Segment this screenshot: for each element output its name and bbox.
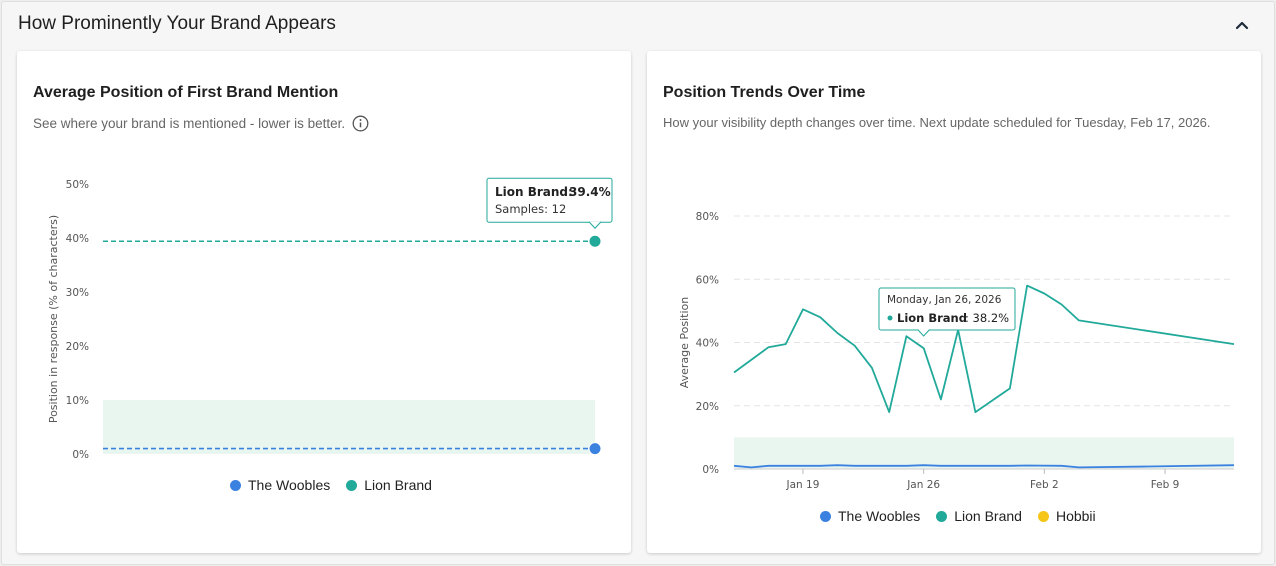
y-tick-label: 10% xyxy=(66,395,89,407)
legend-dot-woobles xyxy=(820,510,831,522)
tooltip-dot xyxy=(887,315,893,321)
trends-chart: 0% 20% 40% 60% 80% Jan 19 Jan 26 Feb 2 Feb 9 Aver… xyxy=(678,211,1235,491)
legend-item-woobles[interactable]: The Woobles xyxy=(820,508,920,524)
y-tick-label: 0% xyxy=(72,449,89,461)
tooltip: Monday, Jan 26, 2026 Lion Brand: 38.2% xyxy=(878,287,1016,337)
trends-legend: The Woobles Lion Brand Hobbii xyxy=(820,508,1096,524)
trends-title: Position Trends Over Time xyxy=(663,84,866,101)
legend-dot-lion-brand xyxy=(346,479,358,491)
x-tick-label: Jan 19 xyxy=(786,479,820,491)
data-point-lion-brand xyxy=(588,234,602,248)
avg-position-subtitle-text: See where your brand is mentioned - lowe… xyxy=(33,116,346,131)
y-axis-label: Position in response (% of characters) xyxy=(47,215,60,423)
y-axis-label: Average Position xyxy=(678,297,691,389)
tooltip-pointer xyxy=(917,329,931,337)
legend-item-woobles[interactable]: The Woobles xyxy=(230,477,330,493)
tooltip: Lion Brand:39.4%Samples: 12 xyxy=(486,177,613,229)
avg-position-legend: The Woobles Lion Brand xyxy=(230,477,432,493)
tooltip-brand: Lion Brand xyxy=(897,311,967,325)
y-tick-label: 30% xyxy=(66,287,89,299)
tooltip-brand: Lion Brand: xyxy=(495,185,573,199)
legend-label-woobles: The Woobles xyxy=(838,508,921,524)
y-tick-label: 20% xyxy=(696,401,719,413)
y-tick-label: 40% xyxy=(696,338,719,350)
legend-dot-hobbii xyxy=(1037,510,1049,522)
trends-subtitle: How your visibility depth changes over t… xyxy=(663,115,1211,130)
collapse-button[interactable] xyxy=(1230,14,1254,36)
series-line-lion-brand xyxy=(733,284,1235,414)
avg-position-chart: 0% 10% 20% 30% 40% 50% Position in response (%… xyxy=(47,177,613,461)
y-tick-label: 20% xyxy=(66,341,89,353)
legend-item-hobbii[interactable]: Hobbii xyxy=(1037,508,1096,524)
legend-label-lion-brand: Lion Brand xyxy=(954,508,1022,524)
legend-dot-woobles xyxy=(230,479,241,491)
y-tick-label: 80% xyxy=(696,211,719,223)
data-point-the-woobles xyxy=(588,442,602,456)
avg-position-title: Average Position of First Brand Mention xyxy=(33,84,339,101)
legend-item-lion-brand[interactable]: Lion Brand xyxy=(346,477,432,493)
tooltip-value: 39.4% xyxy=(569,185,611,199)
target-band xyxy=(103,400,595,454)
y-tick-label: 0% xyxy=(702,464,719,476)
legend-label-woobles: The Woobles xyxy=(248,477,331,493)
tooltip-samples: Samples: 12 xyxy=(495,202,566,216)
y-tick-label: 50% xyxy=(66,179,89,191)
trends-card: Position Trends Over Time How your visib… xyxy=(647,51,1261,553)
tooltip-pointer xyxy=(588,221,602,229)
info-icon[interactable] xyxy=(352,115,369,132)
tooltip-box xyxy=(878,287,1016,331)
legend-item-lion-brand[interactable]: Lion Brand xyxy=(936,508,1022,524)
x-tick-label: Feb 2 xyxy=(1030,479,1059,491)
legend-label-lion-brand: Lion Brand xyxy=(364,477,432,493)
y-tick-label: 40% xyxy=(66,233,89,245)
avg-position-subtitle: See where your brand is mentioned - lowe… xyxy=(33,115,369,132)
tooltip-date: Monday, Jan 26, 2026 xyxy=(887,294,1002,306)
x-tick-label: Feb 9 xyxy=(1151,479,1180,491)
tooltip-value: : 38.2% xyxy=(965,311,1009,325)
tooltip-box xyxy=(486,177,613,223)
section-title: How Prominently Your Brand Appears xyxy=(18,13,336,34)
legend-dot-lion-brand xyxy=(936,510,948,522)
series-line-the-woobles xyxy=(733,464,1235,469)
y-tick-label: 60% xyxy=(696,274,719,286)
legend-label-hobbii: Hobbii xyxy=(1055,508,1096,524)
x-tick-label: Jan 26 xyxy=(906,479,940,491)
avg-position-card: Average Position of First Brand Mention … xyxy=(17,51,631,553)
chevron-up-icon xyxy=(1235,21,1249,30)
target-band xyxy=(734,437,1234,469)
